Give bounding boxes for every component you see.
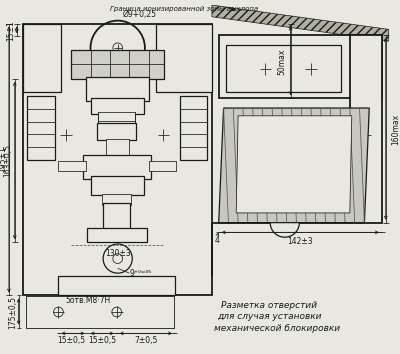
Bar: [106, 139, 129, 155]
Bar: [350, 35, 382, 223]
Text: 5отв.М8·7Н: 5отв.М8·7Н: [65, 296, 110, 305]
Text: механической блокировки: механической блокировки: [214, 324, 340, 333]
Bar: [156, 24, 212, 92]
Bar: [86, 77, 149, 101]
Text: 15±0,5: 15±0,5: [57, 336, 85, 345]
Bar: [87, 228, 147, 242]
Bar: [98, 112, 135, 126]
Polygon shape: [219, 108, 369, 223]
Text: 15±1: 15±1: [6, 20, 15, 41]
Bar: [22, 24, 212, 296]
Bar: [180, 96, 207, 160]
Text: для случая установки: для случая установки: [217, 312, 321, 321]
Bar: [83, 155, 151, 179]
Bar: [149, 161, 176, 171]
Bar: [26, 296, 174, 327]
Text: Разметка отверстий: Разметка отверстий: [221, 301, 317, 310]
Text: 130±3: 130±3: [105, 249, 130, 258]
Text: 50max: 50max: [278, 48, 287, 75]
Bar: [71, 50, 164, 79]
Bar: [90, 176, 144, 195]
Bar: [26, 296, 174, 327]
Bar: [97, 122, 136, 140]
Bar: [226, 45, 341, 92]
Bar: [58, 161, 86, 171]
Bar: [27, 96, 54, 160]
Bar: [22, 24, 61, 92]
Bar: [90, 98, 144, 114]
Text: 7±0,5: 7±0,5: [134, 336, 158, 345]
Polygon shape: [212, 5, 389, 41]
Bar: [103, 203, 130, 232]
Bar: [246, 126, 343, 160]
Text: 9⁺⁰ʷ³⁵: 9⁺⁰ʷ³⁵: [129, 269, 152, 278]
Text: 175±0,5: 175±0,5: [8, 296, 17, 329]
Text: 160max: 160max: [392, 114, 400, 145]
Text: 15±0,5: 15±0,5: [88, 336, 116, 345]
Polygon shape: [236, 116, 352, 213]
Text: 163±0,5: 163±0,5: [4, 144, 12, 177]
Text: 142±3: 142±3: [288, 237, 313, 246]
Text: Ø9+0,25: Ø9+0,25: [122, 10, 156, 19]
Bar: [246, 166, 343, 205]
Bar: [102, 194, 131, 205]
Bar: [219, 35, 382, 98]
Text: 195±1: 195±1: [0, 147, 8, 172]
Text: 4: 4: [214, 236, 219, 245]
Text: Граница ионизированной зоны выхлопа: Граница ионизированной зоны выхлопа: [110, 6, 258, 12]
Bar: [58, 276, 175, 296]
